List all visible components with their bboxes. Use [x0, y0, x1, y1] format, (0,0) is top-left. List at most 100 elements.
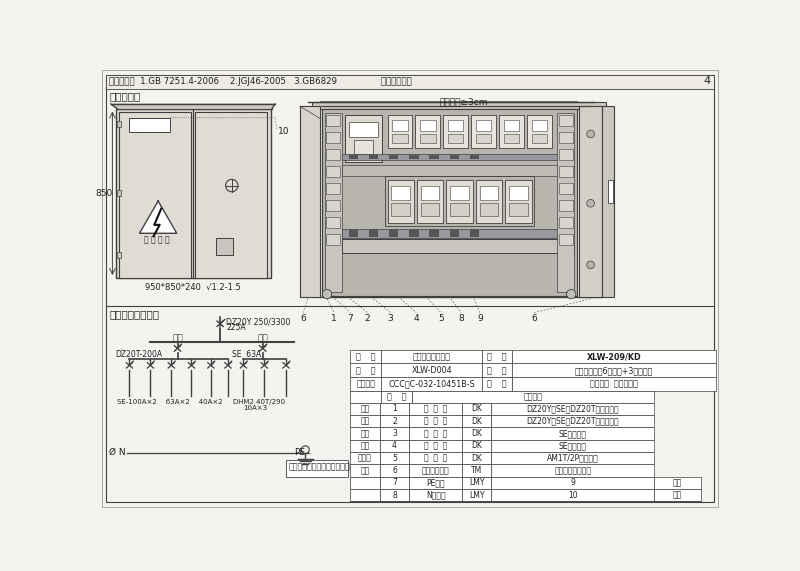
Bar — [420, 134, 435, 143]
Bar — [410, 155, 418, 159]
Text: SE透明系列: SE透明系列 — [558, 441, 586, 451]
Text: 哈尔滨市龙瑞电气成套设备厂: 哈尔滨市龙瑞电气成套设备厂 — [288, 463, 350, 472]
Bar — [326, 166, 340, 177]
Bar — [470, 230, 479, 237]
Text: Ø N: Ø N — [110, 448, 126, 457]
Text: 线夹: 线夹 — [673, 478, 682, 487]
Bar — [350, 427, 380, 440]
Bar — [491, 464, 654, 477]
Bar — [450, 186, 469, 200]
Bar — [450, 155, 459, 159]
Bar — [380, 477, 410, 489]
Bar — [410, 415, 462, 427]
Bar — [491, 477, 654, 489]
Bar — [470, 155, 479, 159]
Text: 审核: 审核 — [361, 441, 370, 451]
Bar — [558, 217, 573, 228]
Text: 设计: 设计 — [361, 404, 370, 413]
Text: PE端子: PE端子 — [426, 478, 445, 487]
Bar — [369, 230, 378, 237]
Bar — [471, 115, 496, 148]
Bar — [389, 230, 398, 237]
Bar — [462, 440, 491, 452]
Circle shape — [566, 289, 576, 299]
Text: 4: 4 — [414, 314, 419, 323]
Bar — [349, 122, 378, 137]
Bar — [286, 460, 348, 477]
Text: XLW-D004: XLW-D004 — [411, 366, 452, 375]
Polygon shape — [139, 201, 177, 234]
Bar — [511, 349, 716, 363]
Bar — [342, 165, 574, 176]
Bar — [511, 377, 716, 391]
Text: DK: DK — [471, 453, 482, 463]
Bar — [410, 403, 462, 415]
Bar — [506, 180, 532, 223]
Text: 8: 8 — [458, 314, 464, 323]
Bar — [130, 118, 170, 132]
Bar — [462, 464, 491, 477]
Bar — [326, 217, 340, 228]
Bar — [602, 106, 614, 297]
Text: 标牌: 标牌 — [673, 490, 682, 500]
Bar — [387, 180, 414, 223]
Bar — [389, 155, 398, 159]
Bar — [342, 239, 574, 252]
Text: 1: 1 — [331, 314, 337, 323]
Bar — [527, 115, 552, 148]
Bar — [462, 415, 491, 427]
Bar — [654, 489, 701, 501]
Text: 施工现场  级分配配电: 施工现场 级分配配电 — [590, 380, 638, 389]
Bar — [350, 403, 380, 415]
Text: DZ20Y（SE、DZ20T）透明系列: DZ20Y（SE、DZ20T）透明系列 — [526, 404, 619, 413]
Bar — [491, 489, 654, 501]
Bar — [558, 166, 573, 177]
Bar — [558, 113, 574, 292]
Bar — [350, 363, 382, 377]
Bar — [380, 415, 410, 427]
Text: 执行标准：  1.GB 7251.4-2006    2.JGJ46-2005   3.GB6829                壳体颜色：黄: 执行标准： 1.GB 7251.4-2006 2.JGJ46-2005 3.GB… — [110, 77, 412, 86]
Bar — [415, 115, 440, 148]
Bar — [450, 203, 469, 216]
Text: 动力: 动力 — [172, 334, 183, 343]
Bar — [430, 155, 438, 159]
Text: 断  路  器: 断 路 器 — [424, 404, 447, 413]
Bar — [504, 134, 519, 143]
Text: XLW-209/KD: XLW-209/KD — [586, 352, 641, 361]
Text: 9: 9 — [570, 478, 575, 487]
Bar — [380, 403, 410, 415]
Bar — [319, 106, 602, 297]
Bar — [462, 477, 491, 489]
Text: TM: TM — [471, 466, 482, 475]
Bar — [491, 415, 654, 427]
Bar — [462, 489, 491, 501]
Bar — [117, 121, 121, 127]
Bar — [509, 186, 528, 200]
Bar — [326, 132, 340, 143]
Bar — [558, 234, 573, 245]
Bar — [322, 109, 578, 296]
Bar — [350, 415, 380, 427]
Text: 6: 6 — [392, 466, 397, 475]
Bar — [482, 377, 511, 391]
Bar — [480, 186, 498, 200]
Bar — [342, 228, 574, 238]
Text: 5: 5 — [392, 453, 397, 463]
Bar — [326, 150, 340, 160]
Text: 断  路  器: 断 路 器 — [424, 453, 447, 463]
Bar — [349, 230, 358, 237]
Bar — [491, 427, 654, 440]
Text: 规    格: 规 格 — [487, 366, 506, 375]
Bar — [579, 106, 602, 297]
Text: 建筑施工用配电筱: 建筑施工用配电筱 — [413, 352, 450, 361]
Bar — [382, 349, 482, 363]
Bar — [558, 200, 573, 211]
Bar — [117, 190, 121, 196]
Text: 用    途: 用 途 — [487, 380, 506, 389]
Bar — [443, 115, 468, 148]
Circle shape — [586, 261, 594, 269]
Text: SE-100A×2    63A×2    40A×2: SE-100A×2 63A×2 40A×2 — [117, 399, 222, 405]
Text: 元件间距≥3cm: 元件间距≥3cm — [439, 97, 488, 106]
Bar — [410, 440, 462, 452]
Bar — [558, 132, 573, 143]
